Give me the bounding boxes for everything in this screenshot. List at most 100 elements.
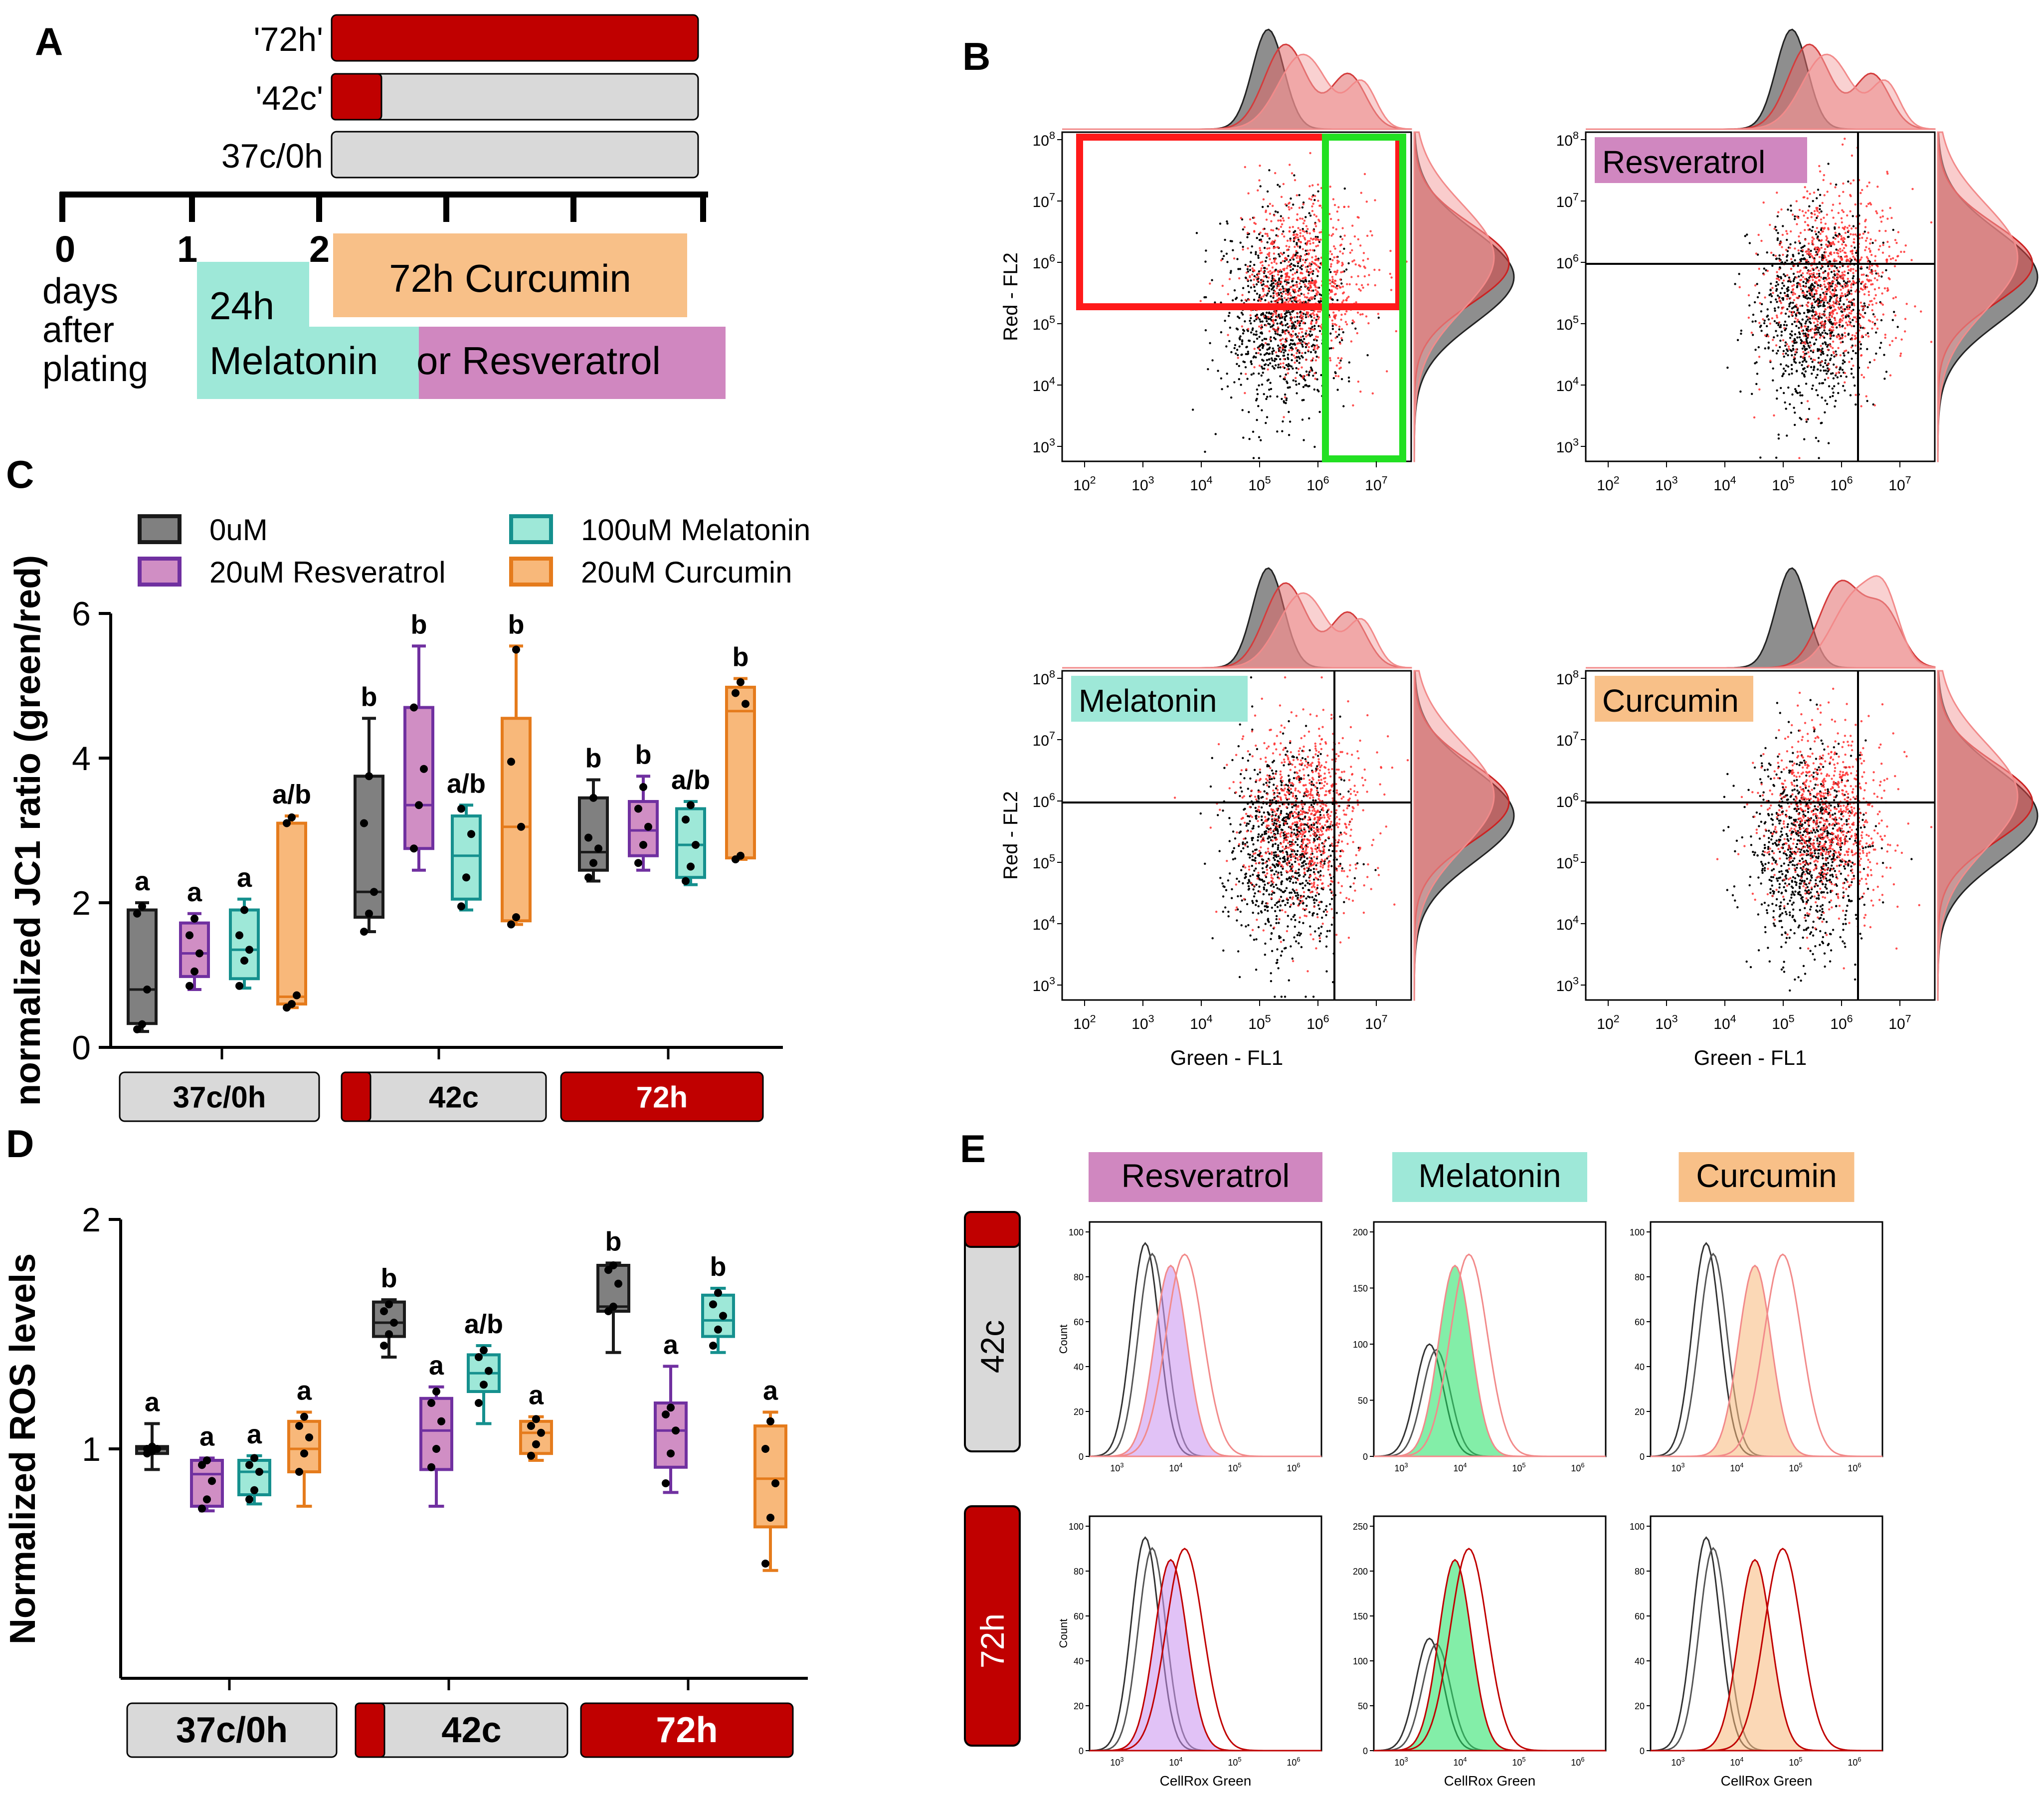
- black-event: [1773, 336, 1775, 339]
- red-event: [1849, 300, 1852, 303]
- red-event: [1822, 271, 1825, 274]
- red-event: [1859, 192, 1862, 195]
- red-event: [1340, 271, 1342, 274]
- black-event: [1294, 321, 1297, 323]
- black-event: [1271, 277, 1274, 279]
- y-tick-label: 104: [1033, 375, 1055, 395]
- black-event: [1833, 385, 1836, 388]
- red-event: [1262, 228, 1265, 230]
- black-event: [1820, 243, 1823, 246]
- black-event: [1807, 297, 1810, 299]
- flow-plot-1: 102 103 104 105 106 107103104105106107108Red …: [1000, 28, 1515, 494]
- red-event: [1808, 289, 1811, 291]
- red-event: [1815, 206, 1818, 209]
- red-event: [1881, 292, 1883, 295]
- black-event: [1777, 232, 1779, 234]
- black-event: [1253, 286, 1256, 288]
- red-event: [1284, 396, 1287, 399]
- black-event: [1821, 331, 1824, 334]
- red-event: [1353, 785, 1356, 787]
- red-event: [1295, 805, 1298, 808]
- black-event: [1779, 292, 1782, 294]
- black-event: [1290, 269, 1292, 272]
- black-event: [1266, 416, 1269, 418]
- black-event: [1271, 906, 1273, 909]
- black-event: [1754, 349, 1757, 351]
- black-event: [1223, 255, 1225, 257]
- red-event: [1306, 312, 1309, 315]
- red-event: [1277, 284, 1280, 287]
- red-event: [1359, 313, 1362, 316]
- red-event: [1841, 292, 1843, 295]
- red-event: [1266, 232, 1269, 235]
- treatment-label: Resveratrol: [1602, 144, 1765, 180]
- black-event: [1842, 352, 1845, 355]
- black-event: [1826, 402, 1829, 405]
- red-event: [1301, 264, 1304, 266]
- black-event: [1259, 344, 1262, 347]
- black-event: [1374, 869, 1377, 871]
- red-event: [1288, 260, 1290, 263]
- red-event: [1865, 286, 1868, 288]
- black-event: [1794, 218, 1796, 220]
- red-event: [1309, 933, 1312, 936]
- black-event: [1812, 309, 1814, 311]
- y-tick-label: 108: [1556, 129, 1579, 150]
- black-event: [1260, 238, 1262, 241]
- red-event: [1342, 809, 1345, 812]
- red-event: [1796, 320, 1798, 323]
- black-event: [1229, 823, 1232, 825]
- red-event: [1862, 273, 1865, 276]
- red-event: [1791, 314, 1793, 316]
- black-event: [1823, 301, 1826, 304]
- red-event: [1262, 929, 1265, 932]
- red-event: [1758, 388, 1761, 391]
- red-event: [1296, 342, 1299, 345]
- red-event: [1773, 227, 1776, 230]
- red-event: [1322, 842, 1325, 845]
- black-event: [1746, 233, 1748, 236]
- red-event: [1838, 226, 1840, 229]
- black-event: [1239, 773, 1242, 776]
- black-event: [1284, 860, 1287, 862]
- red-event: [1843, 237, 1846, 240]
- black-event: [1816, 197, 1818, 200]
- red-event: [1235, 909, 1237, 911]
- red-event: [1282, 338, 1284, 340]
- black-event: [1290, 343, 1292, 345]
- black-event: [1784, 370, 1787, 372]
- timeline-bar-label: '72h': [254, 20, 323, 58]
- red-event: [1268, 247, 1271, 249]
- red-event: [1772, 339, 1774, 341]
- red-event: [1292, 255, 1295, 257]
- red-event: [1332, 198, 1335, 200]
- red-event: [1337, 804, 1340, 807]
- red-event: [1271, 815, 1273, 818]
- red-event: [1253, 348, 1256, 350]
- red-event: [1833, 293, 1835, 296]
- black-event: [1239, 787, 1242, 789]
- black-event: [1802, 281, 1805, 283]
- red-event: [1889, 258, 1892, 260]
- black-event: [1261, 858, 1264, 861]
- black-event: [1318, 782, 1321, 785]
- red-event: [1312, 357, 1314, 360]
- red-event: [1284, 288, 1287, 290]
- red-event: [1825, 235, 1828, 238]
- black-event: [1824, 332, 1827, 334]
- red-event: [1268, 251, 1271, 254]
- red-event: [1861, 280, 1864, 283]
- black-event: [1249, 320, 1251, 322]
- black-event: [1866, 348, 1868, 351]
- red-event: [1843, 310, 1846, 312]
- black-event: [1275, 829, 1277, 831]
- red-event: [1793, 264, 1796, 267]
- black-event: [1304, 725, 1307, 727]
- black-event: [1806, 341, 1808, 344]
- black-event: [1351, 322, 1354, 325]
- red-event: [1873, 359, 1876, 361]
- black-event: [1803, 359, 1806, 362]
- red-event: [1299, 232, 1301, 234]
- black-event: [1260, 374, 1263, 377]
- red-event: [1209, 282, 1211, 285]
